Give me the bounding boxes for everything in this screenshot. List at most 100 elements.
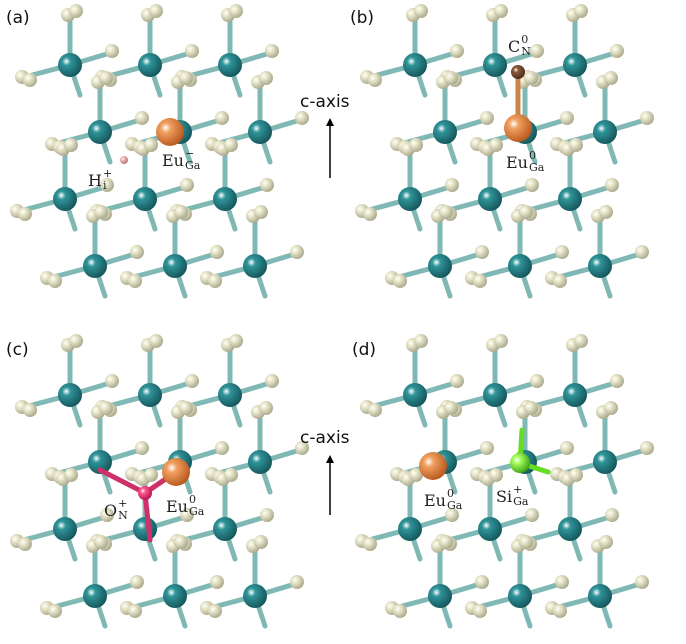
- atom: [450, 374, 464, 388]
- atom: [218, 53, 242, 77]
- atom: [599, 535, 613, 549]
- atom: [163, 254, 187, 278]
- atom: [588, 254, 612, 278]
- atom: [163, 584, 187, 608]
- atom: [368, 73, 382, 87]
- atom: [524, 401, 538, 415]
- atom: [138, 53, 162, 77]
- atom: [105, 374, 119, 388]
- atom: [94, 535, 108, 549]
- defect-site: Ga: [185, 160, 200, 172]
- atom: [563, 53, 587, 77]
- atom: [83, 584, 107, 608]
- atom: [569, 468, 583, 482]
- defect-label: H+i: [88, 168, 112, 192]
- atom: [525, 508, 539, 522]
- atom: [48, 604, 62, 618]
- atom: [23, 73, 37, 87]
- defect-symbol: Eu: [162, 151, 184, 170]
- atom: [156, 118, 184, 146]
- atom: [473, 274, 487, 288]
- atom: [508, 254, 532, 278]
- atom: [18, 537, 32, 551]
- atom: [213, 517, 237, 541]
- atom: [414, 334, 428, 348]
- defect-indices: +i: [103, 168, 112, 192]
- atom: [475, 245, 489, 259]
- atom: [185, 374, 199, 388]
- atom: [478, 517, 502, 541]
- atom: [409, 138, 423, 152]
- atom: [229, 4, 243, 18]
- atom: [530, 44, 544, 58]
- panel-label: (b): [350, 8, 374, 28]
- defect-indices: +N: [118, 498, 128, 522]
- atom: [599, 205, 613, 219]
- atom: [210, 575, 224, 589]
- atom: [58, 53, 82, 77]
- atom: [133, 517, 157, 541]
- axis-label: c-axis: [300, 92, 350, 112]
- atom: [149, 334, 163, 348]
- atom: [560, 441, 574, 455]
- atom: [605, 178, 619, 192]
- atom: [64, 138, 78, 152]
- atom: [144, 138, 158, 152]
- atom: [210, 245, 224, 259]
- defect-site: Ga: [513, 496, 528, 508]
- defect-indices: 0Ga: [447, 488, 462, 512]
- atom: [640, 111, 654, 125]
- atom: [64, 468, 78, 482]
- atom: [558, 517, 582, 541]
- atom: [208, 604, 222, 618]
- atom: [295, 111, 309, 125]
- atom: [162, 458, 190, 486]
- defect-symbol: H: [88, 171, 102, 190]
- atom: [243, 254, 267, 278]
- atom: [23, 403, 37, 417]
- atom: [128, 604, 142, 618]
- atom: [574, 4, 588, 18]
- defect-symbol: Eu: [424, 491, 446, 510]
- defect-site: N: [118, 510, 128, 522]
- atom: [553, 604, 567, 618]
- atom: [368, 403, 382, 417]
- atom: [48, 274, 62, 288]
- atom: [215, 441, 229, 455]
- atom: [290, 575, 304, 589]
- atom: [174, 535, 188, 549]
- atom: [218, 383, 242, 407]
- atom: [363, 537, 377, 551]
- atom: [135, 441, 149, 455]
- atom: [563, 383, 587, 407]
- atom: [130, 245, 144, 259]
- atom: [525, 178, 539, 192]
- atom: [128, 274, 142, 288]
- atom: [439, 535, 453, 549]
- atom: [574, 334, 588, 348]
- atom: [149, 4, 163, 18]
- defect-label: O+N: [104, 498, 128, 522]
- atom: [99, 401, 113, 415]
- defect-symbol: Eu: [166, 497, 188, 516]
- defect-indices: +Ga: [513, 484, 528, 508]
- atom: [414, 4, 428, 18]
- atom: [18, 207, 32, 221]
- atom: [480, 441, 494, 455]
- atom: [290, 245, 304, 259]
- atom: [53, 187, 77, 211]
- atom: [224, 468, 238, 482]
- atom: [483, 53, 507, 77]
- atom: [508, 584, 532, 608]
- atom: [398, 517, 422, 541]
- defect-symbol: C: [508, 37, 520, 56]
- defect-site: i: [103, 180, 112, 192]
- atom: [135, 111, 149, 125]
- atom: [215, 111, 229, 125]
- panel-label: (a): [6, 8, 30, 28]
- atom: [254, 535, 268, 549]
- atom: [555, 245, 569, 259]
- atom: [53, 517, 77, 541]
- atom: [444, 71, 458, 85]
- atom: [419, 452, 447, 480]
